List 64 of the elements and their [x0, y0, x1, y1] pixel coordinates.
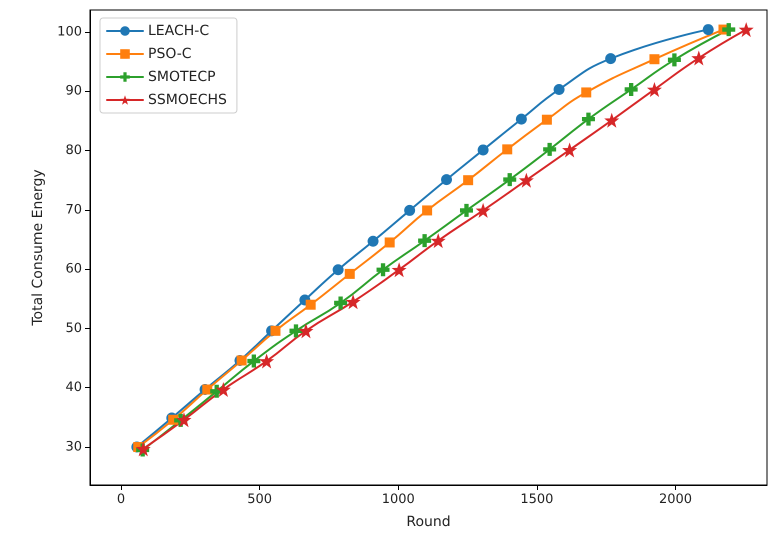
x-axis-title: Round [406, 514, 451, 530]
y-axis-title: Total Consume Energy [30, 169, 46, 327]
point [422, 205, 432, 216]
point [463, 175, 474, 186]
point [289, 324, 302, 338]
point [346, 294, 361, 310]
point [392, 262, 407, 278]
point [503, 173, 516, 186]
point [441, 174, 452, 186]
y-tick-label: 60 [65, 262, 82, 277]
point [247, 354, 260, 368]
point [582, 112, 595, 126]
point [270, 326, 280, 336]
y-tick-label: 50 [65, 320, 82, 336]
y-tick-label: 100 [57, 24, 82, 40]
y-tick-label: 70 [65, 202, 82, 218]
point [502, 144, 512, 154]
point [562, 142, 578, 158]
y-tick-label: 90 [65, 84, 82, 99]
point [624, 82, 638, 96]
y-tick-label: 30 [65, 440, 82, 455]
point [418, 234, 432, 248]
legend-label: LEACH-C [148, 23, 210, 39]
point [384, 237, 395, 248]
point [702, 24, 714, 36]
x-tick-label: 0 [116, 492, 126, 507]
point [376, 263, 390, 276]
x-tick-label: 2000 [658, 492, 692, 507]
x-tick-label: 1000 [382, 492, 415, 507]
point [306, 300, 316, 310]
point [176, 412, 192, 428]
legend-label: SMOTECP [148, 69, 216, 85]
point [691, 50, 706, 66]
point [334, 296, 348, 310]
legend-label: SSMOECHS [148, 92, 228, 108]
point [460, 204, 473, 217]
point [516, 114, 527, 125]
legend-label: PSO-C [148, 46, 192, 62]
x-tick-label: 1500 [520, 492, 554, 507]
point [542, 114, 552, 125]
point [738, 22, 754, 38]
point [722, 23, 736, 36]
point [646, 82, 662, 97]
point [476, 202, 491, 218]
point [554, 84, 565, 95]
y-tick-label: 80 [65, 143, 82, 158]
point [344, 268, 355, 279]
point [478, 144, 489, 156]
point [332, 264, 344, 276]
point [430, 233, 446, 248]
point [368, 236, 379, 247]
point [581, 87, 592, 98]
x-tick-label: 500 [247, 492, 272, 507]
point [543, 142, 556, 156]
point [216, 382, 231, 398]
y-tick-label: 40 [65, 380, 82, 396]
point [604, 112, 620, 128]
point [605, 53, 616, 64]
point [298, 323, 314, 338]
point [518, 172, 534, 188]
point [668, 53, 681, 66]
point [404, 204, 416, 216]
point [649, 54, 660, 64]
point [259, 354, 274, 369]
